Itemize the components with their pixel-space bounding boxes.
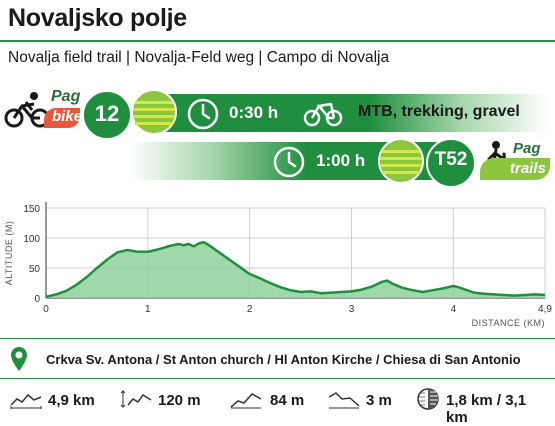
pag-bike-logo-line2: bike xyxy=(52,108,83,125)
cyclist-icon xyxy=(4,92,50,128)
y-tick-label: 50 xyxy=(29,264,41,275)
x-tick-label: 2 xyxy=(247,304,253,315)
stat-ascent: 84 m xyxy=(270,392,305,409)
descent-profile-icon xyxy=(328,392,360,409)
y-tick-label: 100 xyxy=(23,234,40,245)
x-tick-label: 0 xyxy=(43,304,49,315)
pag-bike-logo-swoosh xyxy=(44,108,80,128)
bike-route-types: MTB, trekking, gravel xyxy=(358,103,520,120)
stopwatch-icon xyxy=(187,98,219,130)
title-divider xyxy=(0,40,555,42)
trail-code-badge xyxy=(426,138,476,188)
bicycle-icon xyxy=(303,102,343,127)
pag-trails-logo-line1: Pag xyxy=(513,140,541,157)
stopwatch-icon xyxy=(273,146,305,178)
x-tick-label: 1 xyxy=(145,304,151,315)
x-tick-label: 3 xyxy=(349,304,355,315)
y-axis-label: ALTITUDE (M) xyxy=(4,221,14,286)
route-difficulty-stripes xyxy=(131,89,177,135)
stat-distance: 4,9 km xyxy=(48,392,95,409)
y-tick-label: 0 xyxy=(34,294,40,305)
ascent-profile-icon xyxy=(230,393,262,409)
chart-divider xyxy=(0,338,555,339)
pag-bike-logo-line1: Pag xyxy=(51,88,81,105)
subtitle: Novalja field trail | Novalja-Feld weg |… xyxy=(8,49,390,66)
elevation-line xyxy=(45,240,546,299)
elevation-chart: 0 50 100 150 0 1 2 3 4 4,9 ALTITUDE (M) DISTANCE (K… xyxy=(4,202,552,328)
pag-trails-logo-swoosh xyxy=(480,158,550,180)
page-title: Novaljsko polje xyxy=(8,4,187,32)
trail-code: T52 xyxy=(434,149,468,170)
route-stats: 4,9 km 120 m 84 m 3 m 1,8 km / 3,1 km xyxy=(8,387,548,426)
distance-profile-icon xyxy=(10,393,42,409)
trail-route-time: 1:00 h xyxy=(316,151,366,170)
bike-route-number-badge xyxy=(82,90,132,140)
surface-type-icon xyxy=(417,388,439,410)
elevation-range-icon xyxy=(120,390,152,408)
elevation-area xyxy=(46,242,545,298)
x-axis-label: DISTANCE (KM) xyxy=(472,318,545,328)
location-divider xyxy=(0,378,555,379)
stat-descent: 3 m xyxy=(366,392,392,409)
route-difficulty-stripes xyxy=(378,138,424,184)
y-tick-label: 150 xyxy=(23,204,40,215)
start-location: Crkva Sv. Antona / St Anton church / Hl … xyxy=(46,352,521,367)
x-tick-label: 4 xyxy=(451,304,457,315)
stat-elevation-range: 120 m xyxy=(158,392,201,409)
bike-route-number: 12 xyxy=(94,101,120,126)
map-pin-icon xyxy=(11,347,27,371)
bike-route-time: 0:30 h xyxy=(229,103,279,122)
pag-trails-logo-line2: trails xyxy=(510,160,546,177)
x-tick-label: 4,9 xyxy=(538,304,552,315)
